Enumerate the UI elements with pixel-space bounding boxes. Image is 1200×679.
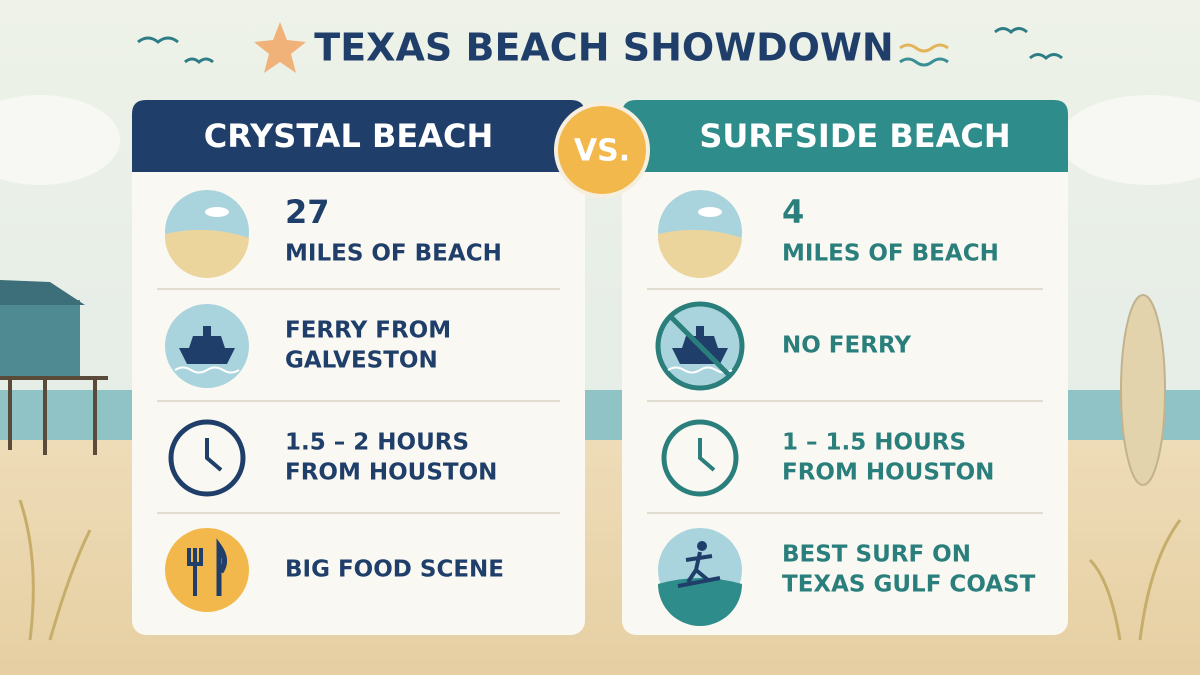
stat-number: 4: [782, 193, 804, 231]
icon-hands: [698, 438, 716, 472]
row: FERRY FROM GALVESTON: [157, 288, 560, 388]
row: 1.5 – 2 HOURS FROM HOUSTON: [157, 400, 560, 497]
icon-wave: [667, 366, 733, 374]
row: 1 – 1.5 HOURS FROM HOUSTON: [647, 400, 1043, 497]
icon-clock: [168, 419, 246, 497]
row-text: MILES OF BEACH: [285, 241, 502, 267]
cards: CRYSTAL BEACH 27 MILES OF BEACH FERRY FROM G…: [132, 100, 1068, 635]
row-text: BEST SURF ON: [782, 542, 971, 568]
icon-wave: [174, 366, 240, 374]
card-header: [622, 100, 1068, 172]
row-text: NO FERRY: [782, 333, 911, 359]
card-title: CRYSTAL BEACH: [204, 117, 494, 155]
vs-circle: [554, 102, 650, 198]
row-text: BIG FOOD SCENE: [285, 557, 504, 583]
title: TEXAS BEACH SHOWDOWN: [314, 26, 893, 70]
vs-label: VS.: [574, 134, 630, 169]
card-title: SURFSIDE BEACH: [699, 117, 1010, 155]
row-text: FERRY FROM: [285, 318, 451, 344]
icon-hands: [205, 438, 223, 472]
row: NO FERRY: [647, 288, 1043, 391]
stat-number: 27: [285, 193, 330, 231]
icon-fork: [187, 548, 203, 596]
icon-wave: [658, 578, 742, 626]
row-text: 1.5 – 2 HOURS: [285, 430, 469, 456]
row-text: FROM HOUSTON: [782, 460, 994, 486]
row-text: 1 – 1.5 HOURS: [782, 430, 966, 456]
vs-badge: VS.: [554, 102, 650, 198]
row-text: TEXAS GULF COAST: [782, 572, 1036, 598]
icon-ship: [179, 326, 235, 364]
row: 27 MILES OF BEACH: [164, 190, 502, 279]
icon-sand: [164, 229, 249, 279]
icon-cloud: [698, 207, 722, 217]
row-text: GALVESTON: [285, 348, 438, 374]
icon-knife: [216, 538, 227, 596]
card: CRYSTAL BEACH 27 MILES OF BEACH FERRY FROM G…: [132, 100, 585, 635]
icon-slash: [668, 314, 732, 378]
row: 4 MILES OF BEACH: [657, 190, 999, 279]
icon-cloud: [205, 207, 229, 217]
row-text: FROM HOUSTON: [285, 460, 497, 486]
row-text: MILES OF BEACH: [782, 241, 999, 267]
card: SURFSIDE BEACH 4 MILES OF BEACH NO FERRY 1 –…: [622, 100, 1068, 635]
icon-bg: [165, 528, 249, 612]
icon-head: [697, 541, 707, 551]
icon-surfer: [677, 551, 721, 588]
icon-clock: [661, 419, 739, 497]
row: BIG FOOD SCENE: [157, 512, 560, 612]
icon-sand: [657, 229, 742, 279]
card-header: [132, 100, 585, 172]
row: BEST SURF ON TEXAS GULF COAST: [647, 512, 1043, 626]
